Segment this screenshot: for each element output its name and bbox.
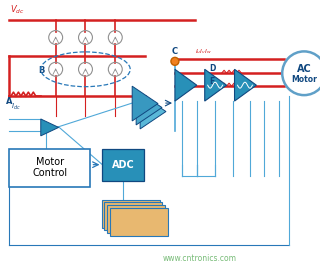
Text: D: D [210, 64, 216, 73]
Text: A: A [6, 97, 13, 106]
Text: U: U [287, 56, 295, 65]
FancyBboxPatch shape [110, 208, 168, 236]
Polygon shape [41, 119, 59, 136]
Polygon shape [132, 86, 158, 121]
FancyBboxPatch shape [9, 149, 91, 187]
Polygon shape [175, 69, 197, 101]
Text: B: B [38, 66, 44, 75]
Polygon shape [205, 69, 227, 101]
Text: V: V [287, 70, 294, 79]
Text: $I_u I_v I_w$: $I_u I_v I_w$ [195, 48, 212, 56]
Text: Motor
Control: Motor Control [32, 157, 67, 178]
Text: Motor: Motor [291, 75, 317, 84]
Polygon shape [136, 90, 162, 125]
Text: $\Sigma$: $\Sigma$ [127, 204, 135, 216]
Circle shape [282, 51, 321, 95]
FancyBboxPatch shape [102, 200, 160, 228]
Polygon shape [235, 69, 256, 101]
FancyBboxPatch shape [102, 149, 144, 181]
FancyBboxPatch shape [107, 205, 165, 233]
Polygon shape [140, 94, 166, 129]
Text: AC: AC [297, 64, 311, 74]
Text: $I_{dc}$: $I_{dc}$ [11, 102, 21, 112]
Text: C: C [172, 47, 178, 56]
Text: W: W [287, 83, 297, 92]
Text: $V_{dc}$: $V_{dc}$ [10, 3, 25, 16]
Text: ADC: ADC [112, 160, 134, 170]
FancyBboxPatch shape [104, 202, 162, 230]
Text: SINC3: SINC3 [118, 216, 144, 225]
Text: www.cntronics.com: www.cntronics.com [163, 254, 237, 263]
Text: E: E [210, 77, 215, 86]
Circle shape [171, 57, 179, 65]
